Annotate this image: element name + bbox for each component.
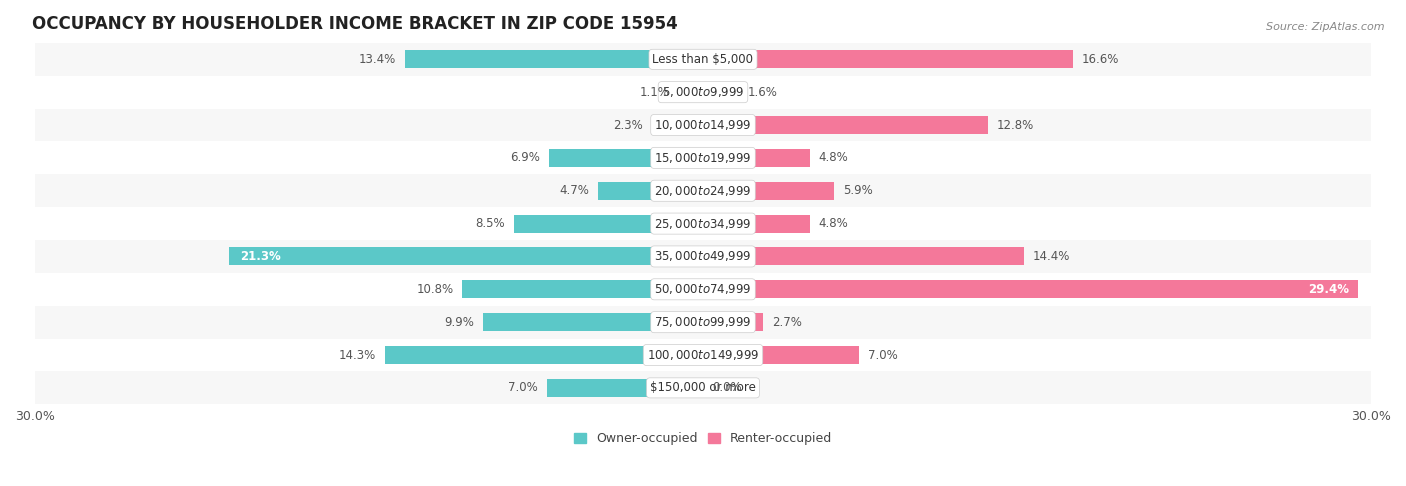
Text: $5,000 to $9,999: $5,000 to $9,999 bbox=[662, 85, 744, 99]
Text: 2.3%: 2.3% bbox=[613, 119, 643, 132]
Text: 4.7%: 4.7% bbox=[560, 184, 589, 197]
Text: OCCUPANCY BY HOUSEHOLDER INCOME BRACKET IN ZIP CODE 15954: OCCUPANCY BY HOUSEHOLDER INCOME BRACKET … bbox=[32, 15, 678, 33]
Bar bbox=[703, 214, 810, 233]
Bar bbox=[703, 313, 763, 331]
Bar bbox=[679, 83, 703, 101]
Bar bbox=[703, 247, 1024, 265]
Bar bbox=[35, 141, 1371, 174]
Bar bbox=[703, 116, 988, 134]
Text: 8.5%: 8.5% bbox=[475, 217, 505, 230]
Text: 5.9%: 5.9% bbox=[844, 184, 873, 197]
Bar bbox=[463, 280, 703, 298]
Bar bbox=[35, 371, 1371, 404]
Bar bbox=[385, 346, 703, 364]
Text: 12.8%: 12.8% bbox=[997, 119, 1035, 132]
Bar bbox=[35, 207, 1371, 240]
Text: 13.4%: 13.4% bbox=[359, 53, 395, 66]
Bar bbox=[703, 149, 810, 167]
Text: $15,000 to $19,999: $15,000 to $19,999 bbox=[654, 151, 752, 165]
Text: $100,000 to $149,999: $100,000 to $149,999 bbox=[647, 348, 759, 362]
Bar bbox=[35, 306, 1371, 339]
Text: 14.4%: 14.4% bbox=[1032, 250, 1070, 263]
Text: 0.0%: 0.0% bbox=[711, 382, 741, 394]
Bar bbox=[703, 83, 738, 101]
Bar bbox=[703, 182, 834, 200]
Text: 29.4%: 29.4% bbox=[1308, 283, 1348, 296]
Bar bbox=[229, 247, 703, 265]
Text: $150,000 or more: $150,000 or more bbox=[650, 382, 756, 394]
Bar bbox=[482, 313, 703, 331]
Text: 21.3%: 21.3% bbox=[240, 250, 281, 263]
Text: 4.8%: 4.8% bbox=[818, 217, 849, 230]
Text: 10.8%: 10.8% bbox=[416, 283, 454, 296]
Text: 2.7%: 2.7% bbox=[772, 316, 801, 329]
Bar bbox=[599, 182, 703, 200]
Text: 9.9%: 9.9% bbox=[444, 316, 474, 329]
Bar bbox=[550, 149, 703, 167]
Text: 16.6%: 16.6% bbox=[1081, 53, 1119, 66]
Bar bbox=[35, 273, 1371, 306]
Bar bbox=[513, 214, 703, 233]
Bar bbox=[652, 116, 703, 134]
Text: 1.1%: 1.1% bbox=[640, 86, 669, 99]
Text: Less than $5,000: Less than $5,000 bbox=[652, 53, 754, 66]
Bar bbox=[547, 379, 703, 397]
Bar bbox=[703, 50, 1073, 69]
Text: $25,000 to $34,999: $25,000 to $34,999 bbox=[654, 217, 752, 230]
Legend: Owner-occupied, Renter-occupied: Owner-occupied, Renter-occupied bbox=[574, 432, 832, 445]
Text: $20,000 to $24,999: $20,000 to $24,999 bbox=[654, 184, 752, 198]
Bar bbox=[35, 174, 1371, 207]
Bar bbox=[703, 346, 859, 364]
Bar bbox=[35, 76, 1371, 108]
Bar bbox=[35, 108, 1371, 141]
Bar bbox=[35, 339, 1371, 371]
Text: Source: ZipAtlas.com: Source: ZipAtlas.com bbox=[1267, 22, 1385, 32]
Text: 7.0%: 7.0% bbox=[868, 348, 897, 362]
Text: 4.8%: 4.8% bbox=[818, 151, 849, 164]
Bar bbox=[703, 280, 1358, 298]
Text: 6.9%: 6.9% bbox=[510, 151, 540, 164]
Bar bbox=[35, 240, 1371, 273]
Bar bbox=[405, 50, 703, 69]
Text: $35,000 to $49,999: $35,000 to $49,999 bbox=[654, 249, 752, 263]
Text: 1.6%: 1.6% bbox=[748, 86, 778, 99]
Text: 7.0%: 7.0% bbox=[509, 382, 538, 394]
Text: $10,000 to $14,999: $10,000 to $14,999 bbox=[654, 118, 752, 132]
Bar bbox=[35, 43, 1371, 76]
Text: $75,000 to $99,999: $75,000 to $99,999 bbox=[654, 315, 752, 329]
Text: $50,000 to $74,999: $50,000 to $74,999 bbox=[654, 282, 752, 296]
Text: 14.3%: 14.3% bbox=[339, 348, 375, 362]
